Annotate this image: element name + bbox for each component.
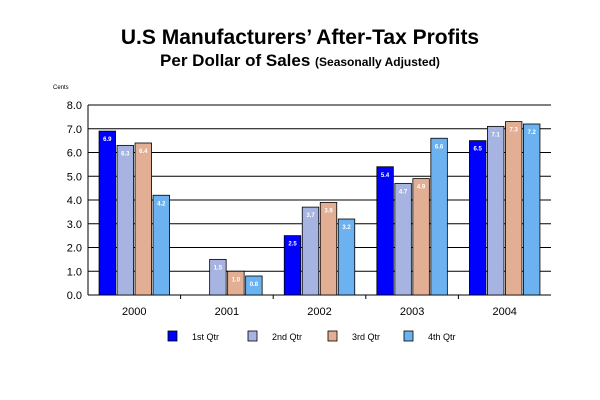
bar-2004-q1 [469,140,487,296]
bar-2003-q1 [376,166,394,296]
y-axis-label: Cents [53,85,69,91]
bar-2000-q3 [134,142,152,296]
bar-2000-q4 [152,194,170,296]
y-tick-label: 8.0 [67,100,82,112]
bar-2000-q1 [98,130,116,296]
data-label-2001-q4: 0.8 [250,282,259,288]
data-label-2000-q1: 6.9 [103,137,112,143]
data-label-2000-q3: 6.4 [139,149,148,155]
bar-2002-q4 [337,218,356,296]
data-label-2003-q4: 6.6 [435,144,444,150]
data-label-2001-q2: 1.5 [214,265,223,271]
x-tick-label-2003: 2003 [400,306,424,318]
bar-2003-q2 [394,182,412,296]
legend-label-q1: 1st Qtr [192,332,219,342]
data-label-2003-q1: 5.4 [381,173,390,179]
x-tick-label-2000: 2000 [122,306,146,318]
data-label-2003-q2: 4.7 [399,189,408,195]
bar-2001-q3 [227,270,245,296]
bar-2000-q2 [116,144,134,296]
data-label-2000-q2: 6.3 [121,151,130,157]
bar-2002-q2 [301,206,320,296]
data-label-2002-q2: 3.7 [306,213,315,219]
legend-swatch-q2 [247,330,258,342]
data-label-2003-q3: 4.9 [417,185,426,191]
x-tick-label-2002: 2002 [307,306,331,318]
chart-subtitle: Per Dollar of Sales [160,51,311,70]
legend-label-q3: 3rd Qtr [352,332,380,342]
data-label-2004-q1: 6.5 [474,147,483,153]
y-tick-label: 7.0 [67,124,82,136]
y-tick-label: 3.0 [67,219,82,231]
y-tick-label: 2.0 [67,243,82,255]
legend-label-q4: 4th Qtr [428,332,456,342]
x-tick-label-2001: 2001 [215,306,239,318]
y-tick-label: 1.0 [67,266,82,278]
bar-2001-q2 [209,258,227,296]
data-label-2004-q2: 7.1 [492,132,501,138]
data-label-2000-q4: 4.2 [157,201,166,207]
bar-2004-q2 [487,125,505,296]
data-label-2004-q3: 7.3 [510,128,519,134]
data-label-2002-q3: 3.9 [324,208,333,214]
bar-2003-q3 [412,178,430,296]
bar-2001-q4 [245,275,263,296]
y-tick-label: 6.0 [67,148,82,160]
data-label-2001-q3: 1.0 [232,277,241,283]
bar-2004-q4 [523,123,541,296]
chart-subtitle-note: (Seasonally Adjusted) [315,55,440,69]
chart-subtitle-line: Per Dollar of Sales (Seasonally Adjusted… [0,51,600,71]
legend-swatch-q4 [403,330,414,342]
data-label-2002-q4: 3.2 [342,225,351,231]
x-tick-label-2004: 2004 [492,306,516,318]
bar-2004-q3 [505,121,523,296]
y-tick-label: 0.0 [67,290,82,302]
bar-2003-q4 [430,137,448,296]
y-tick-label: 4.0 [67,195,82,207]
data-label-2002-q1: 2.5 [288,242,297,248]
legend-swatch-q1 [167,330,178,342]
bar-2002-q3 [319,201,338,296]
y-tick-label: 5.0 [67,171,82,183]
legend-label-q2: 2nd Qtr [272,332,302,342]
legend-swatch-q3 [327,330,338,342]
data-label-2004-q4: 7.2 [528,130,537,136]
chart-title: U.S Manufacturers’ After-Tax Profits [120,26,480,49]
bar-2002-q1 [283,235,302,296]
